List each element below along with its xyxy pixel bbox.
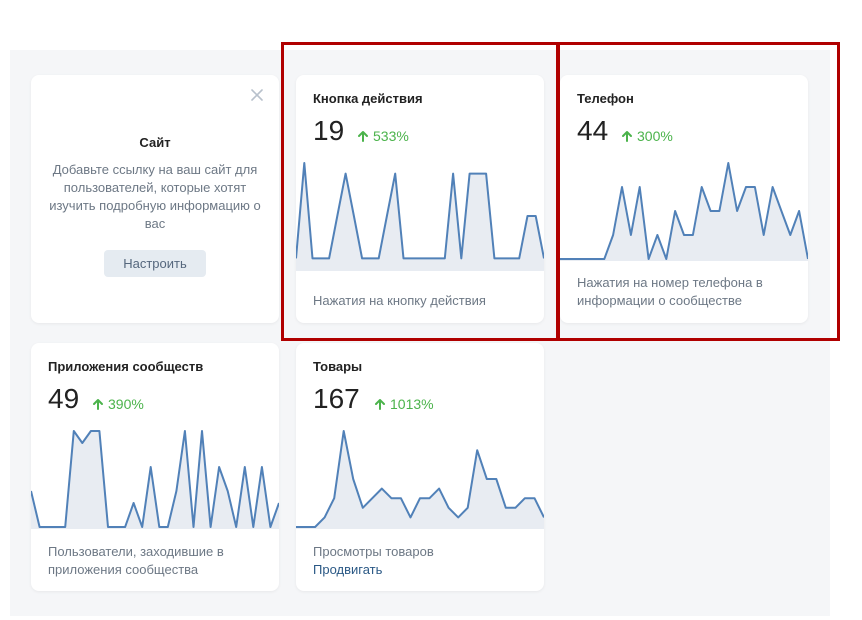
arrow-up-icon xyxy=(358,131,368,142)
stat-delta-text: 533% xyxy=(373,128,409,144)
chart-line xyxy=(31,430,279,528)
configure-button[interactable]: Настроить xyxy=(104,250,206,277)
chart-line xyxy=(296,162,544,260)
card-title: Телефон xyxy=(577,91,634,106)
stat-value: 44 xyxy=(577,115,609,146)
site-card: Сайт Добавьте ссылку на ваш сайт для пол… xyxy=(31,75,279,323)
card-caption: Пользователи, заходившие в приложения со… xyxy=(48,544,224,577)
card-caption: Просмотры товаров xyxy=(313,544,434,559)
stat-delta: 533% xyxy=(357,128,409,144)
stat-delta: 390% xyxy=(92,396,144,412)
stat-delta-text: 300% xyxy=(637,128,673,144)
chart xyxy=(296,430,544,529)
chart-area xyxy=(31,431,279,529)
card-title: Кнопка действия xyxy=(313,91,423,106)
stat-delta: 300% xyxy=(621,128,673,144)
phone-card[interactable]: Телефон 44 300% Нажатия на номер телефон… xyxy=(560,75,808,323)
chart-area xyxy=(296,431,544,529)
goods-card[interactable]: Товары 167 1013% Просмотры товаров Продв… xyxy=(296,343,544,591)
arrow-up-icon xyxy=(622,131,632,142)
chart xyxy=(560,162,808,261)
chart-area xyxy=(560,163,808,261)
stat-value: 167 xyxy=(313,383,360,414)
chart-line xyxy=(560,162,808,260)
chart-area xyxy=(296,163,544,271)
chart xyxy=(296,162,544,271)
action-button-card[interactable]: Кнопка действия 19 533% Нажатия на кнопк… xyxy=(296,75,544,323)
promote-link[interactable]: Продвигать xyxy=(313,562,383,577)
card-caption: Нажатия на номер телефона в информации о… xyxy=(577,275,763,308)
card-caption: Нажатия на кнопку действия xyxy=(313,293,486,308)
site-card-description: Добавьте ссылку на ваш сайт для пользова… xyxy=(49,162,261,231)
stat-delta: 1013% xyxy=(374,396,434,412)
chart xyxy=(31,430,279,529)
arrow-up-icon xyxy=(93,399,103,410)
stat-delta-text: 1013% xyxy=(390,396,434,412)
close-icon[interactable] xyxy=(249,87,265,103)
stat-value: 49 xyxy=(48,383,80,414)
stat-delta-text: 390% xyxy=(108,396,144,412)
site-card-title: Сайт xyxy=(139,135,171,150)
card-title: Товары xyxy=(313,359,363,374)
chart-line xyxy=(296,430,544,528)
card-title: Приложения сообществ xyxy=(48,359,204,374)
arrow-up-icon xyxy=(375,399,385,410)
stat-value: 19 xyxy=(313,115,345,146)
community-apps-card[interactable]: Приложения сообществ 49 390% Пользовател… xyxy=(31,343,279,591)
